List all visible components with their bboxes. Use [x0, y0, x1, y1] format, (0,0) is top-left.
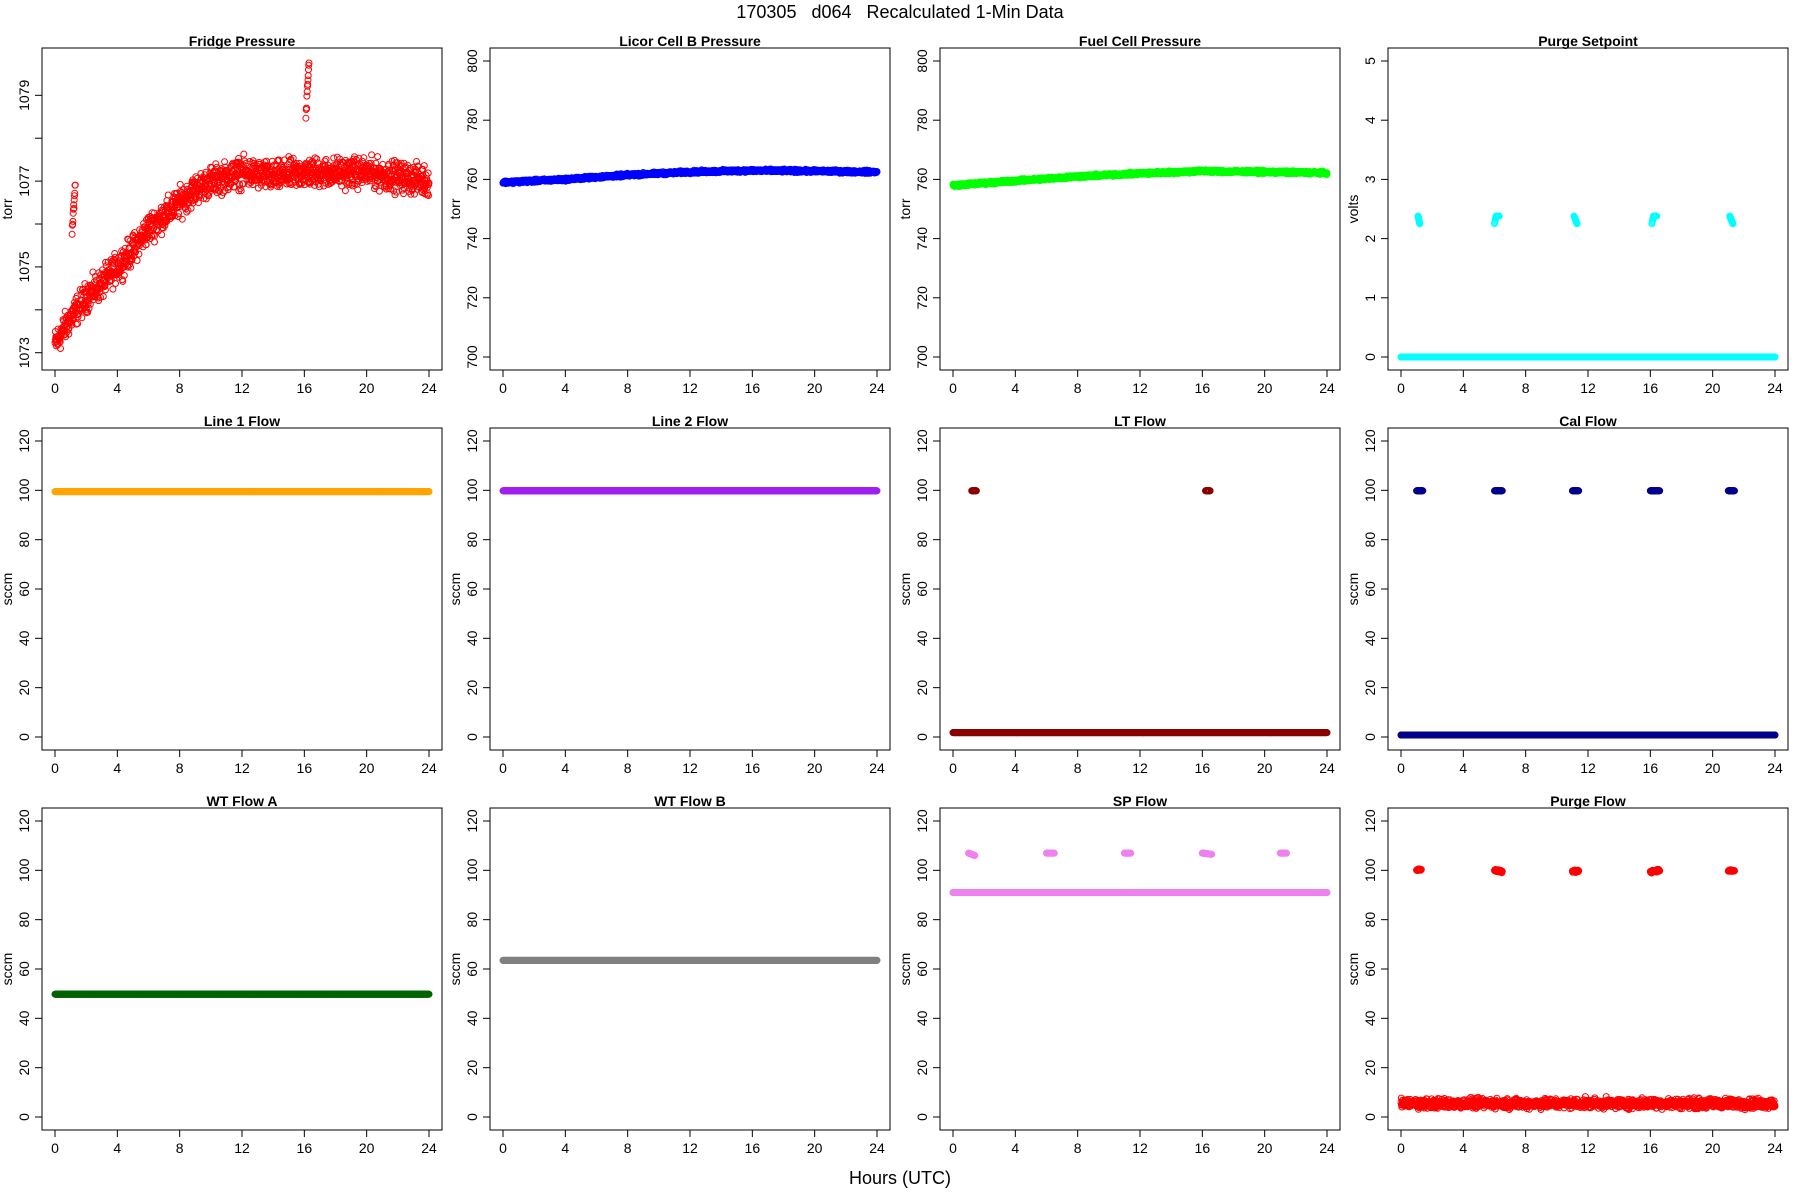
y-tick-label: 740: [464, 227, 480, 251]
plot-frame: [940, 48, 1340, 370]
x-tick-label: 4: [561, 380, 569, 396]
panel-title: Fuel Cell Pressure: [1079, 33, 1201, 49]
x-tick-label: 20: [1705, 380, 1721, 396]
data-point: [241, 151, 247, 157]
x-tick-label: 12: [1132, 380, 1148, 396]
y-tick-label: 5: [1362, 57, 1378, 65]
y-tick-label: 1073: [16, 337, 32, 368]
data-point: [69, 231, 75, 237]
y-tick-label: 1: [1362, 294, 1378, 302]
y-tick-label: 760: [914, 168, 930, 192]
x-tick-label: 0: [499, 380, 507, 396]
x-tick-label: 4: [113, 380, 121, 396]
y-tick-label: 1079: [16, 80, 32, 111]
y-tick-label: 2: [1362, 234, 1378, 242]
data-points: [1398, 213, 1778, 360]
panel-title: Purge Setpoint: [1538, 33, 1638, 49]
data-point: [369, 152, 375, 158]
data-points: [500, 166, 880, 187]
data-point: [113, 281, 119, 287]
x-tick-label: 20: [807, 380, 823, 396]
x-tick-label: 8: [176, 380, 184, 396]
y-tick-label: 1075: [16, 251, 32, 282]
data-point: [323, 156, 329, 162]
x-tick-label: 12: [682, 380, 698, 396]
plot-frame: [1388, 48, 1788, 370]
panel-fridge-pressure: Fridge Pressure torr 0 4 8 12 16 20 24 1073 1075 10…: [0, 33, 442, 396]
x-tick-label: 24: [869, 380, 885, 396]
y-tick-label: 780: [464, 108, 480, 132]
y-tick-label: 4: [1362, 116, 1378, 124]
x-tick-label: 8: [624, 380, 632, 396]
x-tick-label: 20: [1257, 380, 1273, 396]
y-axis-label: torr: [0, 198, 15, 219]
panel-fuel-cell-pressure: Fuel Cell Pressure torr 0 4 8 12 16 20 24 700 720 7…: [897, 33, 1340, 396]
x-tick-label: 16: [297, 380, 313, 396]
x-tick-label: 4: [1459, 380, 1467, 396]
x-tick-label: 0: [1397, 380, 1405, 396]
x-tick-label: 24: [1767, 380, 1783, 396]
x-tick-label: 20: [359, 380, 375, 396]
x-tick-label: 0: [949, 380, 957, 396]
plot-frame: [42, 48, 442, 370]
data-point: [165, 192, 171, 198]
y-tick-label: 1077: [16, 165, 32, 196]
y-axis-label: torr: [897, 198, 913, 219]
y-axis-label: torr: [447, 198, 463, 219]
y-tick-label: 700: [464, 345, 480, 369]
data-point: [110, 286, 116, 292]
y-tick-label: 800: [464, 49, 480, 73]
x-tick-label: 4: [1011, 380, 1019, 396]
data-points: [950, 167, 1330, 190]
y-tick-label: 700: [914, 345, 930, 369]
x-tick-label: 16: [1643, 380, 1659, 396]
y-tick-label: 720: [464, 286, 480, 310]
x-tick-label: 24: [421, 380, 437, 396]
y-tick-label: 740: [914, 227, 930, 251]
data-point: [159, 232, 165, 238]
x-tick-label: 0: [51, 380, 59, 396]
y-tick-label: 760: [464, 168, 480, 192]
x-tick-label: 12: [234, 380, 250, 396]
y-axis-label: volts: [1345, 195, 1361, 224]
data-points: [52, 60, 432, 352]
y-tick-label: 780: [914, 108, 930, 132]
x-tick-label: 24: [1319, 380, 1335, 396]
x-tick-label: 12: [1580, 380, 1596, 396]
data-point: [342, 188, 348, 194]
data-point: [375, 154, 381, 160]
panel-title: Fridge Pressure: [189, 33, 296, 49]
panel-licor-cell-b-pressure: Licor Cell B Pressure torr 0 4 8 12 16 20 24 700 7…: [447, 33, 890, 396]
y-tick-label: 720: [914, 286, 930, 310]
x-tick-label: 8: [1074, 380, 1082, 396]
panel-purge-setpoint: Purge Setpointvolts0 4 8 12 16 20 24012345: [1345, 33, 1788, 396]
data-point: [152, 239, 158, 245]
data-point: [79, 315, 85, 321]
x-tick-label: 8: [1522, 380, 1530, 396]
data-point: [72, 182, 78, 188]
y-tick-label: 3: [1362, 175, 1378, 183]
y-tick-label: 800: [914, 49, 930, 73]
panel-title: Licor Cell B Pressure: [619, 33, 761, 49]
x-tick-label: 16: [745, 380, 761, 396]
x-tick-label: 16: [1195, 380, 1211, 396]
y-tick-label: 0: [1362, 353, 1378, 361]
plot-frame: [490, 48, 890, 370]
data-point: [303, 115, 309, 121]
data-point: [305, 73, 311, 79]
